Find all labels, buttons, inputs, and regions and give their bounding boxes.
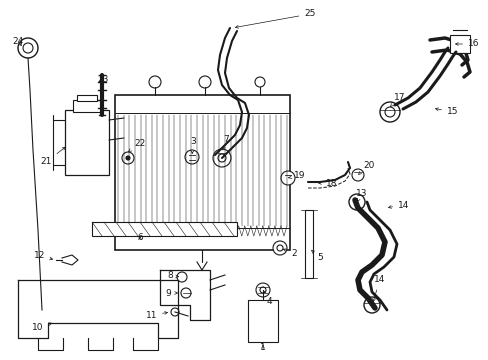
Text: 17: 17 [390,93,405,107]
Bar [65,110,109,175]
Bar [449,35,469,53]
Circle shape [281,171,294,185]
Circle shape [351,169,363,181]
Text: 2: 2 [283,248,296,257]
Text: 5: 5 [311,251,322,262]
Text: 24: 24 [12,37,23,46]
Text: 7: 7 [222,135,228,150]
Circle shape [199,76,210,88]
Text: 16: 16 [455,40,479,49]
Circle shape [218,154,225,162]
Circle shape [177,272,186,282]
Circle shape [348,194,364,210]
Text: 22: 22 [128,139,145,152]
Bar [77,95,97,101]
Circle shape [384,107,394,117]
Text: 19: 19 [288,171,305,180]
Circle shape [18,38,38,58]
Text: 14: 14 [372,275,385,302]
Text: 4: 4 [263,291,271,306]
Circle shape [363,297,379,313]
Text: 8: 8 [167,271,178,280]
Circle shape [260,287,265,293]
Text: 13: 13 [356,189,367,201]
Bar [73,100,101,112]
Text: 23: 23 [97,76,108,89]
Text: 1: 1 [260,343,265,352]
Bar [92,222,237,236]
Bar [305,210,312,278]
Text: 20: 20 [358,161,374,175]
Circle shape [276,245,283,251]
Text: 6: 6 [137,234,142,243]
Circle shape [149,76,161,88]
Text: 21: 21 [41,147,65,166]
Circle shape [379,102,399,122]
Circle shape [181,288,191,298]
Circle shape [171,308,179,316]
Text: 9: 9 [165,288,177,297]
Text: 11: 11 [145,310,167,320]
Text: 14: 14 [387,201,408,210]
Circle shape [126,156,130,160]
Circle shape [23,43,33,53]
Text: 10: 10 [32,323,52,333]
Text: 3: 3 [190,138,196,153]
Bar [115,95,289,250]
Bar [247,300,278,342]
Text: 15: 15 [435,108,458,117]
Circle shape [256,283,269,297]
Text: 18: 18 [318,179,337,188]
Text: 12: 12 [34,252,52,261]
Circle shape [122,152,134,164]
Circle shape [272,241,286,255]
Circle shape [184,150,199,164]
Text: 25: 25 [235,9,315,28]
Circle shape [254,77,264,87]
Circle shape [213,149,230,167]
